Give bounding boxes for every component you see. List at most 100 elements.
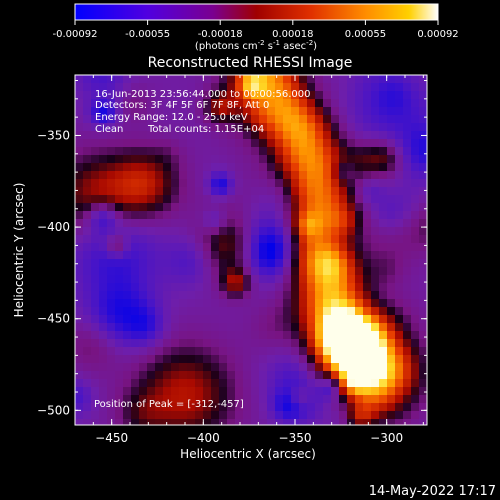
- heatmap-cell: [419, 235, 427, 243]
- heatmap-cell: [227, 219, 235, 227]
- heatmap-cell: [211, 283, 219, 291]
- heatmap-cell: [395, 299, 403, 307]
- heatmap-cell: [251, 363, 259, 371]
- heatmap-cell: [419, 267, 427, 275]
- heatmap-cell: [123, 339, 131, 347]
- heatmap-cell: [179, 187, 187, 195]
- heatmap-cell: [283, 403, 291, 411]
- heatmap-cell: [323, 363, 331, 371]
- heatmap-cell: [227, 107, 235, 115]
- heatmap-cell: [347, 411, 355, 419]
- heatmap-cell: [395, 243, 403, 251]
- heatmap-cell: [227, 371, 235, 379]
- heatmap-cell: [99, 259, 107, 267]
- heatmap-cell: [99, 411, 107, 419]
- heatmap-cell: [91, 259, 99, 267]
- heatmap-cell: [339, 267, 347, 275]
- heatmap-cell: [267, 323, 275, 331]
- heatmap-cell: [379, 83, 387, 91]
- heatmap-cell: [187, 179, 195, 187]
- heatmap-cell: [107, 219, 115, 227]
- heatmap-cell: [227, 363, 235, 371]
- heatmap-cell: [155, 291, 163, 299]
- heatmap-cell: [163, 267, 171, 275]
- heatmap-cell: [107, 299, 115, 307]
- heatmap-cell: [187, 91, 195, 99]
- heatmap-cell: [99, 307, 107, 315]
- heatmap-cell: [147, 147, 155, 155]
- heatmap-cell: [235, 315, 243, 323]
- heatmap-cell: [307, 91, 315, 99]
- heatmap-cell: [403, 275, 411, 283]
- heatmap-cell: [283, 235, 291, 243]
- heatmap-cell: [107, 339, 115, 347]
- heatmap-cell: [75, 347, 83, 355]
- heatmap-cell: [203, 299, 211, 307]
- heatmap-cell: [251, 323, 259, 331]
- heatmap-cell: [387, 147, 395, 155]
- heatmap-cell: [203, 123, 211, 131]
- heatmap-cell: [203, 83, 211, 91]
- heatmap-cell: [75, 395, 83, 403]
- heatmap-cell: [115, 251, 123, 259]
- heatmap-cell: [163, 283, 171, 291]
- heatmap-cell: [379, 155, 387, 163]
- heatmap-cell: [371, 171, 379, 179]
- heatmap-cell: [411, 347, 419, 355]
- heatmap-cell: [267, 115, 275, 123]
- heatmap-cell: [379, 179, 387, 187]
- heatmap-cell: [307, 155, 315, 163]
- heatmap-cell: [339, 251, 347, 259]
- heatmap-cell: [251, 411, 259, 419]
- heatmap-cell: [379, 139, 387, 147]
- heatmap-cell: [323, 387, 331, 395]
- heatmap-cell: [163, 91, 171, 99]
- heatmap-cell: [387, 227, 395, 235]
- heatmap-cell: [371, 419, 379, 425]
- heatmap-cell: [387, 235, 395, 243]
- heatmap-cell: [187, 347, 195, 355]
- heatmap-cell: [203, 283, 211, 291]
- heatmap-cell: [171, 291, 179, 299]
- heatmap-cell: [347, 147, 355, 155]
- heatmap-cell: [307, 227, 315, 235]
- heatmap-cell: [123, 291, 131, 299]
- heatmap-cell: [187, 195, 195, 203]
- heatmap-cell: [83, 187, 91, 195]
- heatmap-cell: [411, 107, 419, 115]
- heatmap-cell: [275, 227, 283, 235]
- heatmap-cell: [379, 227, 387, 235]
- heatmap-cell: [315, 355, 323, 363]
- heatmap-cell: [219, 203, 227, 211]
- heatmap-cell: [155, 283, 163, 291]
- heatmap-cell: [323, 235, 331, 243]
- heatmap-cell: [203, 187, 211, 195]
- heatmap-cell: [371, 299, 379, 307]
- heatmap-cell: [379, 219, 387, 227]
- heatmap-cell: [83, 379, 91, 387]
- heatmap-cell: [83, 371, 91, 379]
- heatmap-cell: [371, 355, 379, 363]
- heatmap-cell: [171, 307, 179, 315]
- heatmap-cell: [187, 251, 195, 259]
- heatmap-cell: [411, 115, 419, 123]
- heatmap-cell: [299, 99, 307, 107]
- heatmap-cell: [243, 411, 251, 419]
- heatmap-cell: [259, 155, 267, 163]
- heatmap-cell: [83, 219, 91, 227]
- heatmap-cell: [227, 259, 235, 267]
- heatmap-cell: [251, 211, 259, 219]
- heatmap-cell: [275, 195, 283, 203]
- heatmap-cell: [179, 139, 187, 147]
- heatmap-cell: [323, 371, 331, 379]
- heatmap-cell: [115, 187, 123, 195]
- info-block: 16-Jun-2013 23:56:44.000 to 00:00:56.000…: [95, 89, 311, 135]
- heatmap-cell: [147, 235, 155, 243]
- heatmap-cell: [283, 195, 291, 203]
- heatmap-cell: [259, 187, 267, 195]
- heatmap-cell: [355, 291, 363, 299]
- heatmap-cell: [387, 339, 395, 347]
- heatmap-cell: [227, 147, 235, 155]
- heatmap-cell: [267, 251, 275, 259]
- heatmap-cell: [211, 227, 219, 235]
